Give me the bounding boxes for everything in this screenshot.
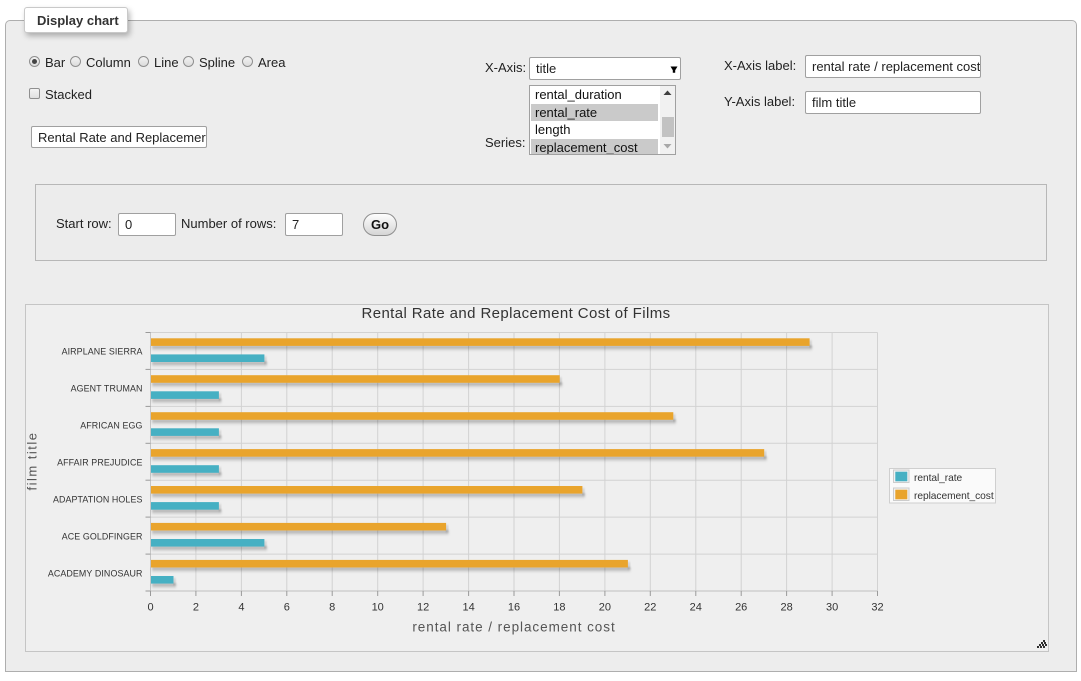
svg-text:AFRICAN EGG: AFRICAN EGG — [80, 421, 142, 431]
svg-text:4: 4 — [238, 602, 244, 614]
svg-text:ADAPTATION HOLES: ADAPTATION HOLES — [53, 494, 143, 504]
svg-text:32: 32 — [871, 602, 883, 614]
svg-text:10: 10 — [372, 602, 384, 614]
svg-text:rental rate / replacement cost: rental rate / replacement cost — [412, 620, 615, 635]
svg-text:6: 6 — [284, 602, 290, 614]
svg-text:2: 2 — [193, 602, 199, 614]
svg-text:AGENT TRUMAN: AGENT TRUMAN — [71, 384, 143, 394]
svg-text:30: 30 — [826, 602, 838, 614]
svg-text:24: 24 — [690, 602, 702, 614]
svg-text:replacement_cost: replacement_cost — [914, 491, 994, 502]
svg-text:18: 18 — [553, 602, 565, 614]
svg-text:8: 8 — [329, 602, 335, 614]
svg-text:AFFAIR PREJUDICE: AFFAIR PREJUDICE — [57, 458, 142, 468]
svg-text:20: 20 — [599, 602, 611, 614]
svg-text:12: 12 — [417, 602, 429, 614]
svg-text:28: 28 — [780, 602, 792, 614]
svg-text:rental_rate: rental_rate — [914, 473, 963, 484]
svg-text:ACADEMY DINOSAUR: ACADEMY DINOSAUR — [48, 568, 143, 578]
svg-text:film title: film title — [26, 431, 40, 490]
svg-text:Rental Rate and Replacement Co: Rental Rate and Replacement Cost of Film… — [361, 305, 670, 322]
svg-text:AIRPLANE SIERRA: AIRPLANE SIERRA — [62, 347, 143, 357]
svg-text:ACE GOLDFINGER: ACE GOLDFINGER — [62, 531, 143, 541]
svg-text:16: 16 — [508, 602, 520, 614]
svg-text:14: 14 — [462, 602, 474, 614]
svg-text:26: 26 — [735, 602, 747, 614]
svg-text:22: 22 — [644, 602, 656, 614]
svg-text:0: 0 — [147, 602, 153, 614]
